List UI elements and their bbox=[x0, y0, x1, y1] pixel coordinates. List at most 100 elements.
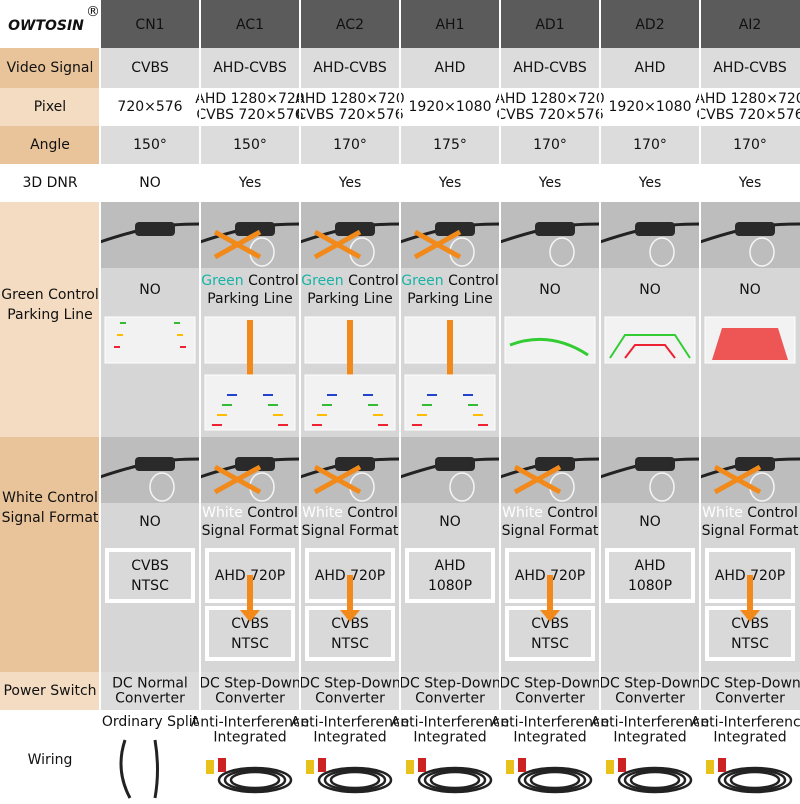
cell-text: 170° bbox=[733, 137, 767, 153]
status: Parking Line bbox=[307, 291, 393, 307]
cell-text: 720×576 bbox=[117, 99, 182, 115]
highlight: White bbox=[302, 505, 343, 521]
parking-box bbox=[404, 374, 496, 431]
status-rest: Control bbox=[547, 505, 598, 521]
cell-bg bbox=[100, 672, 800, 710]
cell-text: AHD-CVBS bbox=[513, 60, 587, 76]
cell-text: Anti-Interference bbox=[591, 715, 710, 731]
label-bg bbox=[0, 672, 100, 710]
plug bbox=[606, 760, 614, 774]
logo-text: OWTOSIN bbox=[8, 18, 84, 34]
status: White Control bbox=[202, 505, 298, 521]
cable bbox=[153, 739, 159, 799]
cell-text: 1080P bbox=[428, 578, 472, 594]
arrow-head bbox=[540, 610, 560, 622]
label-bg bbox=[0, 88, 100, 126]
cell-text: NTSC bbox=[231, 636, 269, 652]
cell-text: CVBS 720×576 bbox=[496, 107, 603, 123]
scissors bbox=[413, 229, 462, 260]
cable bbox=[229, 770, 281, 790]
cell-text: White Control bbox=[2, 490, 98, 506]
cell-text: Integrated bbox=[213, 730, 286, 746]
plug bbox=[406, 760, 414, 774]
connector bbox=[235, 222, 275, 236]
cell-text: CVBS 720×576 bbox=[196, 107, 303, 123]
plug bbox=[518, 758, 526, 772]
cell-text: Signal Format bbox=[2, 510, 99, 526]
cell-text: CVBS bbox=[131, 558, 169, 574]
label-bg bbox=[0, 202, 100, 437]
highlight: White bbox=[202, 505, 243, 521]
status: Parking Line bbox=[207, 291, 293, 307]
parking-box bbox=[604, 316, 696, 364]
connector bbox=[435, 222, 475, 236]
cell-text: Converter bbox=[315, 691, 385, 707]
cell-text: AHD bbox=[635, 60, 666, 76]
model-name: AH1 bbox=[435, 17, 464, 33]
cell-text: AHD bbox=[435, 558, 466, 574]
cable bbox=[417, 766, 493, 794]
plug bbox=[218, 758, 226, 772]
cell-text: Yes bbox=[438, 175, 462, 191]
highlight: White bbox=[702, 505, 743, 521]
status-rest: Control bbox=[348, 273, 399, 289]
cable bbox=[623, 768, 687, 792]
cell-text: NTSC bbox=[731, 636, 769, 652]
logo-bg bbox=[0, 0, 100, 48]
cell-text: CVBS bbox=[531, 616, 569, 632]
status-rest: Control bbox=[347, 505, 398, 521]
connector bbox=[635, 222, 675, 236]
wire-loop bbox=[549, 237, 575, 267]
cell-text: Parking Line bbox=[7, 307, 93, 323]
highlight: Green bbox=[401, 273, 443, 289]
scissors bbox=[313, 464, 362, 495]
cable bbox=[617, 766, 693, 794]
status: Signal Format bbox=[702, 523, 799, 539]
cell-text: Yes bbox=[738, 175, 762, 191]
wire-loop bbox=[449, 472, 475, 502]
arrow-head bbox=[240, 610, 260, 622]
label-bg bbox=[0, 437, 100, 672]
model-name: AI2 bbox=[739, 17, 762, 33]
cell-text: Converter bbox=[115, 691, 185, 707]
scissors bbox=[713, 464, 762, 495]
plug bbox=[318, 758, 326, 772]
status: NO bbox=[639, 514, 661, 530]
cell-text: Integrated bbox=[513, 730, 586, 746]
status: White Control bbox=[702, 505, 798, 521]
cable bbox=[323, 768, 387, 792]
cell-text: NTSC bbox=[531, 636, 569, 652]
cell-text: AHD bbox=[435, 60, 466, 76]
row-label: Video Signal bbox=[7, 60, 94, 76]
wire-loop bbox=[649, 472, 675, 502]
status: Green Control bbox=[301, 273, 398, 289]
cell-text: DC Normal bbox=[112, 676, 188, 692]
status: NO bbox=[639, 282, 661, 298]
highlight: Green bbox=[301, 273, 343, 289]
status: NO bbox=[739, 282, 761, 298]
logo: OWTOSIN bbox=[8, 18, 84, 34]
row-label: Power Switch bbox=[3, 683, 96, 699]
cable bbox=[729, 770, 781, 790]
cell-text: Integrated bbox=[613, 730, 686, 746]
row-label: Wiring bbox=[28, 752, 73, 768]
model-name: AD2 bbox=[635, 17, 664, 33]
cell-text: Converter bbox=[615, 691, 685, 707]
label-bg bbox=[0, 48, 100, 88]
scissors bbox=[513, 464, 562, 495]
cell-bg bbox=[100, 88, 800, 126]
cell-text: DC Step-Down bbox=[699, 676, 800, 692]
cell-text: DC Step-Down bbox=[199, 676, 301, 692]
plug bbox=[718, 758, 726, 772]
cable bbox=[629, 770, 681, 790]
cable bbox=[523, 768, 587, 792]
scissors bbox=[313, 229, 362, 260]
cell-text: 170° bbox=[333, 137, 367, 153]
status-rest: Control bbox=[247, 505, 298, 521]
status-rest: Control bbox=[448, 273, 499, 289]
connector bbox=[335, 457, 375, 471]
cell-text: NTSC bbox=[131, 578, 169, 594]
cell-text: 1920×1080 bbox=[409, 99, 492, 115]
label-bg bbox=[0, 126, 100, 164]
highlight: White bbox=[502, 505, 543, 521]
